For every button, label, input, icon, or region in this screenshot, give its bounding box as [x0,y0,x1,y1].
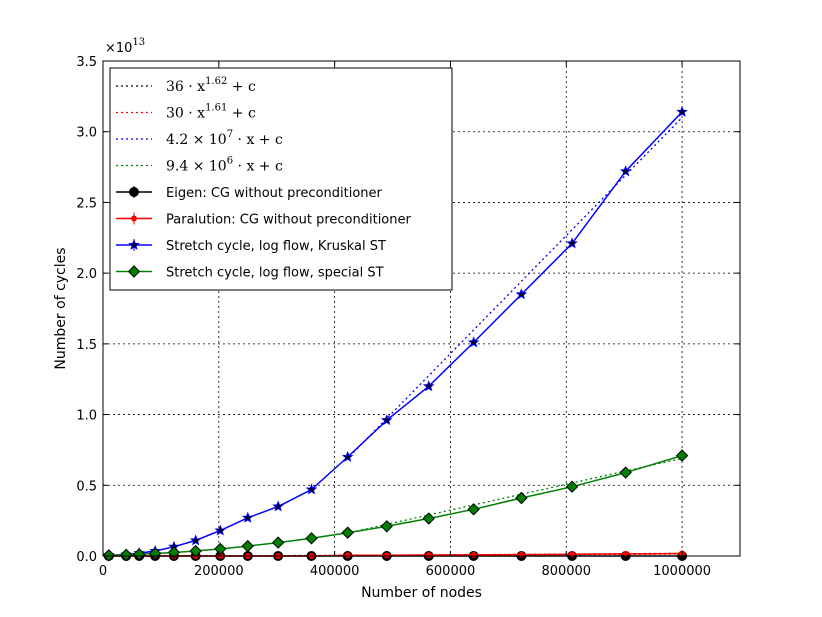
data-point-star [341,450,354,462]
legend-marker-circle [129,187,139,197]
data-point-star [380,414,393,426]
y-tick-label: 0.0 [76,550,97,565]
x-tick-label: 600000 [426,564,476,579]
data-point-star [467,336,480,348]
x-axis-label: Number of nodes [361,585,482,601]
y-tick-label: 3.5 [76,55,97,70]
data-point-star [619,165,632,177]
legend-item-series: Paralution: CG without preconditioner [116,212,411,228]
fit-line-3 [346,457,683,535]
y-tick-label: 2.5 [76,196,97,211]
y-tick-label: 2.0 [76,267,97,282]
legend-marker-diamond [127,265,141,278]
axis-ticks: 0 200000 400000 600000 800000 1000000 0.0 0.5 1.… [76,55,740,579]
data-point-diamond [422,512,435,525]
data-point-diamond [565,480,579,493]
legend-item-fit: 4.2 × 107 · x + c [116,129,283,148]
x-tick-label: 400000 [310,564,360,579]
legend-label: 9.4 × 106 · x + c [166,156,283,175]
data-point-star [189,534,202,546]
data-point-diamond [305,532,318,545]
legend-items: 36 · x1.62 + c 30 · x1.61 + c 4.2 × 107 · … [116,76,411,281]
legend-marker-point [131,215,137,222]
series-lines [102,105,689,562]
data-point-star [676,105,688,117]
legend-label: Paralution: CG without preconditioner [166,213,411,228]
data-point-diamond [167,546,181,559]
x-tick-label: 200000 [194,564,244,579]
legend-label: Stretch cycle, log flow, special ST [166,266,384,281]
data-point-diamond [515,491,528,505]
data-point-star [515,288,528,300]
data-point-star [272,500,284,512]
data-point-diamond [214,542,227,556]
legend-item-series: Eigen: CG without preconditioner [116,186,383,201]
legend-label: Stretch cycle, log flow, Kruskal ST [166,239,386,254]
series-3 [102,449,689,562]
data-point-point [383,552,390,559]
data-point-diamond [675,449,689,462]
data-point-point [425,552,432,559]
legend-label: 4.2 × 107 · x + c [166,129,283,148]
data-point-point [470,551,477,558]
legend: 36 · x1.62 + c 30 · x1.61 + c 4.2 × 107 · … [109,67,453,291]
y-tick-label: 3.0 [76,126,97,141]
legend-item-series: Stretch cycle, log flow, special ST [116,265,384,281]
data-point-diamond [119,548,133,562]
data-point-diamond [189,544,202,558]
legend-label: Eigen: CG without preconditioner [166,186,383,201]
y-axis-scale-factor: ×1013 [105,37,145,56]
legend-item-fit: 36 · x1.62 + c [116,76,256,95]
y-scale-base: ×10 [105,41,132,56]
data-point-star [214,524,227,536]
data-point-diamond [271,536,285,549]
data-point-diamond [380,520,393,533]
data-point-star [566,237,578,249]
data-point-diamond [241,539,254,553]
data-point-diamond [619,466,632,479]
y-tick-label: 1.0 [76,409,97,424]
legend-item-series: Stretch cycle, log flow, Kruskal ST [116,238,386,254]
plot-frame [102,60,741,557]
legend-marker-star [128,238,140,250]
data-point-star [305,483,318,495]
x-tick-label: 1000000 [653,564,711,579]
legend-label: 30 · x1.61 + c [166,103,256,122]
data-point-diamond [132,548,146,561]
data-point-diamond [341,526,354,539]
legend-item-fit: 30 · x1.61 + c [116,103,256,122]
data-point-diamond [467,503,480,516]
data-point-diamond [102,549,115,562]
data-point-point [344,552,351,559]
y-axis-label: Number of cycles [53,247,69,369]
data-point-star [242,511,254,523]
x-tick-label: 0 [99,564,107,579]
y-tick-label: 0.5 [76,479,97,494]
legend-label: 36 · x1.62 + c [166,76,256,95]
y-tick-label: 1.5 [76,338,97,353]
legend-box [109,67,453,291]
y-scale-exponent: 13 [132,37,145,48]
data-point-star [422,380,435,392]
x-tick-label: 800000 [541,564,591,579]
legend-item-fit: 9.4 × 106 · x + c [116,156,283,175]
